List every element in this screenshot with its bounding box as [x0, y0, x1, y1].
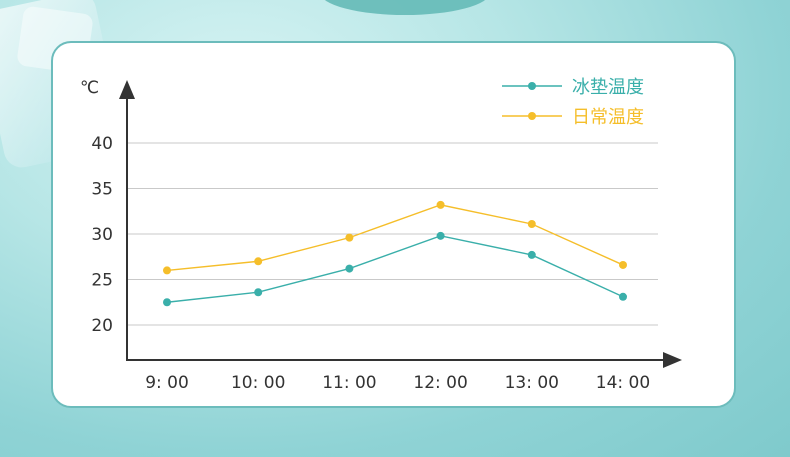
data-point [527, 250, 536, 259]
x-tick-label: 13: 00 [505, 373, 559, 393]
y-axis-arrow [119, 80, 135, 99]
chart-card [51, 41, 736, 408]
legend-label: 冰垫温度 [572, 77, 644, 98]
y-axis-unit: ℃ [80, 78, 99, 98]
data-point [163, 298, 171, 307]
data-point [345, 233, 354, 242]
y-tick-label: 40 [91, 134, 113, 154]
data-point [527, 219, 536, 228]
data-point [254, 288, 263, 297]
data-point [619, 260, 627, 269]
legend-marker [528, 112, 536, 120]
x-tick-label: 9: 00 [145, 373, 189, 393]
y-tick-label: 25 [91, 271, 113, 291]
y-tick-label: 30 [91, 225, 113, 245]
grid-lines [127, 142, 658, 326]
data-point [254, 257, 263, 266]
data-point [619, 292, 627, 301]
data-point [345, 264, 354, 273]
series-line [166, 204, 624, 272]
data-point [436, 231, 445, 240]
water-drop-decoration [320, 0, 490, 15]
x-tick-labels: 9: 00 10: 00 11: 00 12: 00 13: 00 14: 00 [145, 373, 650, 393]
y-tick-labels: 20 25 30 35 40 [91, 134, 113, 336]
x-tick-label: 12: 00 [413, 373, 467, 393]
data-point [436, 200, 445, 209]
legend-marker [528, 82, 536, 90]
y-tick-label: 35 [91, 180, 113, 200]
axes: ℃ [80, 78, 682, 368]
x-axis-arrow [663, 352, 682, 368]
x-tick-label: 14: 00 [596, 373, 650, 393]
legend-label: 日常温度 [572, 107, 644, 128]
data-point [163, 266, 171, 275]
y-tick-label: 20 [91, 316, 113, 336]
x-tick-label: 11: 00 [322, 373, 376, 393]
series-lines [163, 200, 627, 307]
series-line [166, 235, 624, 303]
x-tick-label: 10: 00 [231, 373, 285, 393]
